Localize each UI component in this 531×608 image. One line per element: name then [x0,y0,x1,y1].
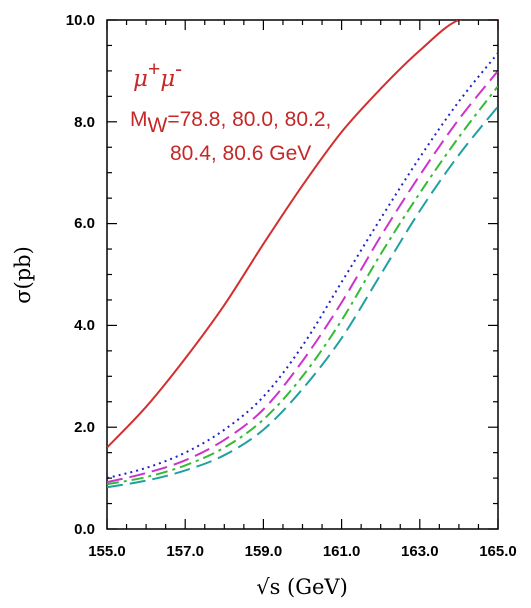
y-tick-label: 10.0 [66,12,95,29]
plot-frame [106,19,499,530]
mw-prefix: M [130,108,148,131]
chart-annotation: μ+μ- MW=78.8, 80.0, 80.2, 80.4, 80.6 GeV [130,58,331,165]
x-axis-title: √s (GeV) [256,575,348,599]
mw-subscript: W [148,114,168,137]
series-line-5 [107,105,498,489]
y-tick-label: 6.0 [74,215,95,232]
axis-ticks [106,19,499,530]
y-tick-label: 4.0 [74,317,95,334]
process-minus: - [175,58,182,81]
mw-values-1: =78.8, 80.0, 80.2, [167,108,331,131]
x-tick-label: 165.0 [479,543,517,560]
process-mu-2: μ [160,66,175,92]
series-line-1 [107,20,498,449]
process-label: μ+μ- [133,58,182,92]
x-tick-label: 159.0 [245,543,283,560]
x-tick-label: 157.0 [166,543,204,560]
x-tick-label: 161.0 [323,543,361,560]
plot-area [106,19,499,530]
y-axis-title: σ(pb) [11,246,35,304]
y-tick-label: 2.0 [74,419,95,436]
x-tick-labels: 155.0 157.0 159.0 161.0 163.0 165.0 [88,543,517,560]
y-tick-label: 8.0 [74,114,95,131]
series-line-3 [107,70,498,484]
series-line-2 [107,52,498,480]
mw-line-1: MW=78.8, 80.0, 80.2, [130,108,331,137]
process-mu: μ [133,66,148,92]
x-tick-label: 163.0 [401,543,439,560]
x-tick-label: 155.0 [88,543,126,560]
curves [107,20,498,489]
process-plus: + [148,58,160,81]
y-tick-labels: 0.0 2.0 4.0 6.0 8.0 10.0 [66,12,95,538]
y-tick-label: 0.0 [74,521,95,538]
mw-line-2: 80.4, 80.6 GeV [170,142,311,165]
